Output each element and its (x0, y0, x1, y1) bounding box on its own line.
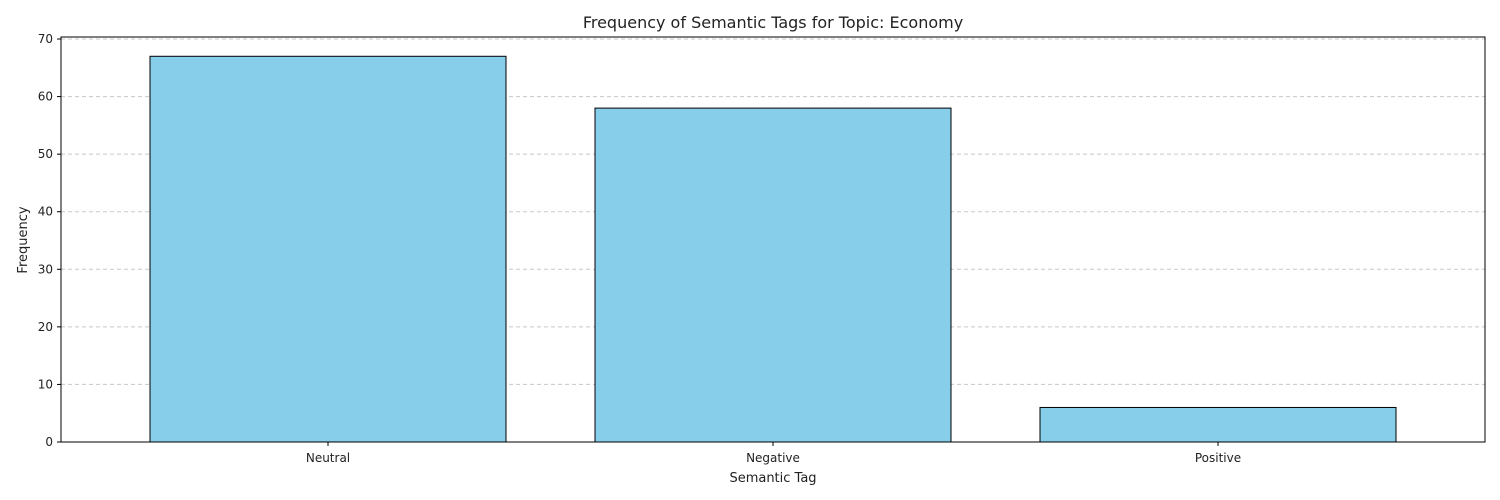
bar-neutral (149, 55, 507, 443)
y-tick-label: 30 (38, 262, 53, 276)
y-tick-label: 10 (38, 377, 53, 391)
y-tick-label: 20 (38, 320, 53, 334)
x-tick-label: Negative (746, 451, 800, 465)
bar-negative (594, 107, 952, 443)
y-tick-label: 0 (45, 435, 53, 449)
y-tick-label: 50 (38, 147, 53, 161)
chart-title: Frequency of Semantic Tags for Topic: Ec… (583, 13, 963, 32)
y-tick-label: 70 (38, 32, 53, 46)
bars (149, 55, 1397, 443)
y-axis-label: Frequency (16, 206, 31, 273)
x-axis-label: Semantic Tag (729, 471, 816, 486)
y-axis-ticks: 0 10 20 30 40 50 60 70 (38, 32, 61, 449)
y-tick-label: 60 (38, 90, 53, 104)
bar-positive (1039, 406, 1397, 443)
x-tick-label: Neutral (306, 451, 350, 465)
x-axis-ticks: Neutral Negative Positive (306, 442, 1241, 465)
x-tick-label: Positive (1195, 451, 1241, 465)
y-tick-label: 40 (38, 205, 53, 219)
